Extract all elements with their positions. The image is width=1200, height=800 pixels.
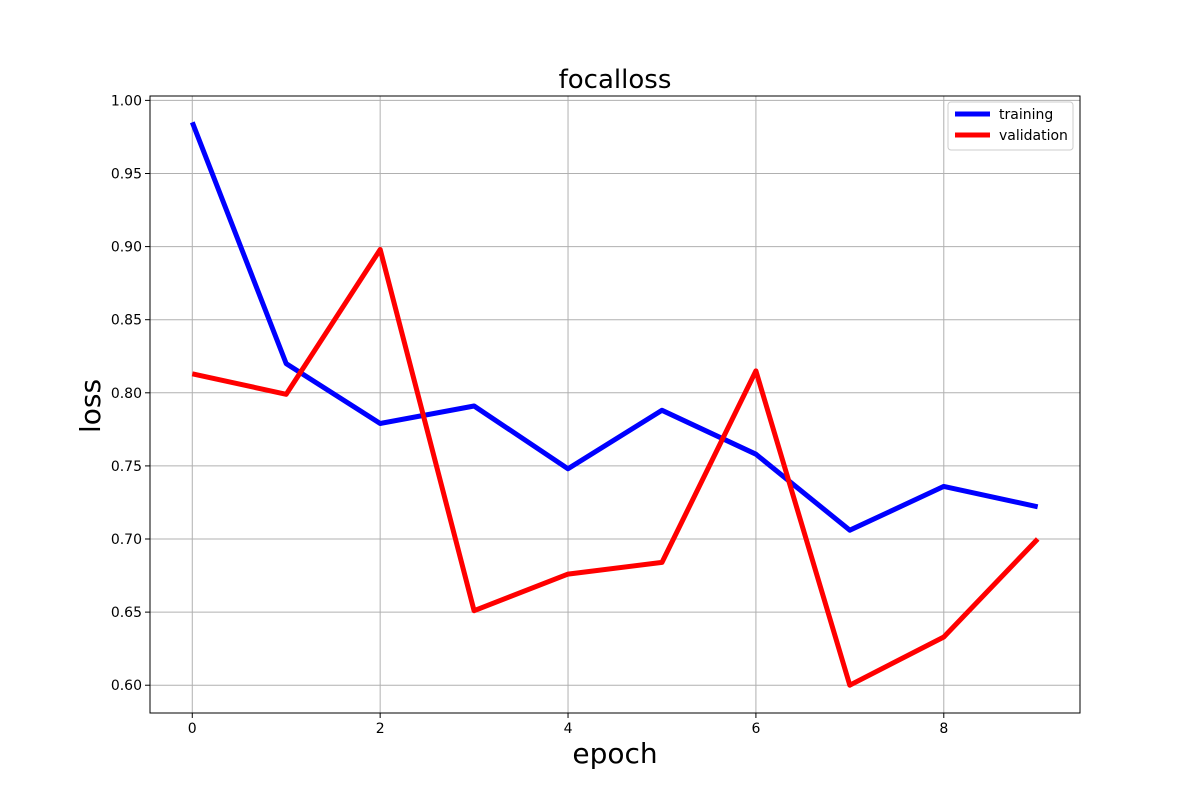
y-tick-label: 0.80 <box>111 386 142 402</box>
y-tick-label: 0.90 <box>111 240 142 256</box>
y-axis-label: loss <box>74 379 107 433</box>
y-tick-label: 0.65 <box>111 605 142 621</box>
series-layer <box>189 121 1040 688</box>
y-tick-label: 0.60 <box>111 678 142 694</box>
plot-frame <box>149 95 1081 714</box>
y-tick-label: 1.00 <box>111 93 142 109</box>
series-line-validation <box>191 247 1040 688</box>
y-tick-label: 0.70 <box>111 532 142 548</box>
y-tick-label: 0.85 <box>111 313 142 329</box>
legend: training validation <box>947 101 1074 151</box>
axis-ticks: 0 2 4 6 8 0.60 0.65 0.70 0.75 0.80 0.85 0.90 0.95 1.0… <box>111 93 948 737</box>
x-tick-label: 0 <box>188 721 197 737</box>
x-tick-label: 2 <box>376 721 385 737</box>
x-tick-label: 8 <box>939 721 948 737</box>
grid <box>150 96 1080 713</box>
x-tick-label: 4 <box>564 721 573 737</box>
x-axis-label: epoch <box>572 737 657 770</box>
x-tick-label: 6 <box>751 721 760 737</box>
legend-label-validation: validation <box>999 128 1068 144</box>
y-tick-label: 0.75 <box>111 459 142 475</box>
legend-label-training: training <box>999 107 1053 123</box>
series-line-training <box>189 121 1039 533</box>
y-tick-label: 0.95 <box>111 166 142 182</box>
chart-title: focalloss <box>559 65 672 95</box>
